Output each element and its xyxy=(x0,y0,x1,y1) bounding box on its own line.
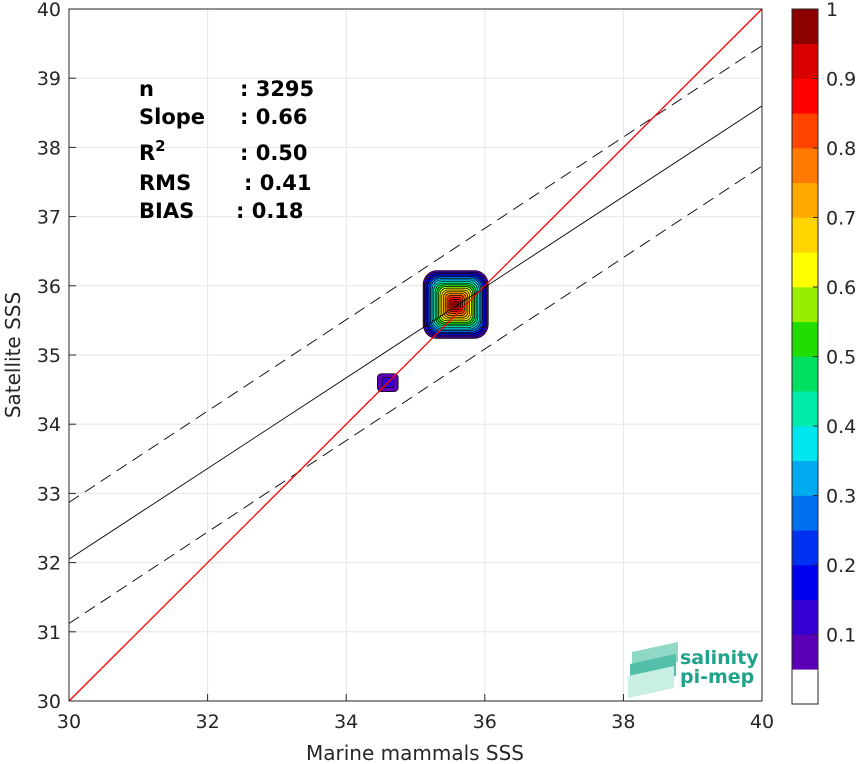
x-tick-label: 30 xyxy=(57,711,81,733)
grid-lines xyxy=(69,9,762,701)
colorbar-tick-label: 0.6 xyxy=(826,277,856,299)
stat-label: n xyxy=(139,77,154,101)
colorbar-segment xyxy=(792,148,818,184)
x-tick-label: 36 xyxy=(473,711,497,733)
x-tick-label: 34 xyxy=(334,711,358,733)
density-contours xyxy=(377,270,489,393)
colorbar-segment xyxy=(792,252,818,288)
y-tick-label: 30 xyxy=(37,691,61,713)
colorbar: 0.1 0.2 0.3 0.4 0.5 0.6 0.7 0.8 0.9 1 xyxy=(791,0,856,705)
colorbar-segment xyxy=(792,356,818,392)
colorbar-segment xyxy=(792,321,818,357)
y-axis-ticks: 30 31 32 33 34 35 36 37 38 39 40 xyxy=(37,0,76,713)
colorbar-segment xyxy=(792,669,818,705)
stat-label: BIAS xyxy=(139,199,194,223)
stat-superscript: 2 xyxy=(155,137,165,155)
colorbar-segment xyxy=(792,565,818,601)
y-tick-label: 36 xyxy=(37,276,61,298)
colorbar-segment xyxy=(792,217,818,253)
colorbar-tick-label: 0.1 xyxy=(826,625,856,647)
y-tick-label: 33 xyxy=(37,483,61,505)
y-tick-label: 31 xyxy=(37,622,61,644)
x-axis-label: Marine mammals SSS xyxy=(306,741,524,764)
stat-value: : 0.18 xyxy=(236,199,304,223)
colorbar-segment xyxy=(792,599,818,635)
y-tick-label: 40 xyxy=(37,0,61,21)
colorbar-tick-label: 1 xyxy=(826,0,838,21)
identity-line xyxy=(68,8,763,702)
y-tick-label: 37 xyxy=(37,207,61,229)
stat-value: : 0.41 xyxy=(244,171,312,195)
x-axis-ticks: 30 32 34 36 38 40 xyxy=(57,694,774,733)
stat-value: : 0.66 xyxy=(240,105,308,129)
colorbar-tick-label: 0.7 xyxy=(826,208,856,230)
colorbar-tick-label: 0.3 xyxy=(826,486,856,508)
fit-lower-bound-line xyxy=(68,165,763,624)
stat-label: R2 xyxy=(139,137,166,165)
colorbar-segment xyxy=(792,634,818,670)
stat-value: : 0.50 xyxy=(240,141,308,165)
regression-lines xyxy=(68,8,763,702)
stat-label: Slope xyxy=(139,105,205,129)
logo-line-1: salinity xyxy=(680,647,759,669)
colorbar-segment xyxy=(792,43,818,79)
y-tick-label: 35 xyxy=(37,345,61,367)
y-tick-label: 32 xyxy=(37,553,61,575)
colorbar-tick-label: 0.8 xyxy=(826,138,856,160)
fit-line xyxy=(68,105,763,560)
stat-value: : 3295 xyxy=(240,77,314,101)
colorbar-tick-label: 0.2 xyxy=(826,555,856,577)
colorbar-tick-label: 0.9 xyxy=(826,69,856,91)
colorbar-segment xyxy=(792,495,818,531)
y-tick-label: 34 xyxy=(37,414,61,436)
colorbar-segment xyxy=(792,9,818,45)
y-tick-label: 39 xyxy=(37,68,61,90)
colorbar-tick-label: 0.4 xyxy=(826,416,856,438)
y-tick-label: 38 xyxy=(37,137,61,159)
colorbar-segment xyxy=(792,530,818,566)
colorbar-segment xyxy=(792,287,818,323)
stat-label: RMS xyxy=(139,171,191,195)
x-tick-label: 38 xyxy=(611,711,635,733)
colorbar-segment xyxy=(792,460,818,496)
x-tick-label: 32 xyxy=(196,711,220,733)
colorbar-segment xyxy=(792,182,818,218)
fit-upper-bound-line xyxy=(68,45,763,503)
colorbar-tick-label: 0.5 xyxy=(826,347,856,369)
colorbar-segment xyxy=(792,113,818,149)
logo-line-2: pi-mep xyxy=(680,666,754,688)
x-tick-label: 40 xyxy=(750,711,774,733)
y-axis-label: Satellite SSS xyxy=(1,292,25,418)
colorbar-segment xyxy=(792,426,818,462)
logo-wave-front xyxy=(628,666,674,698)
colorbar-segment xyxy=(792,78,818,114)
colorbar-segment xyxy=(792,391,818,427)
stats-box: n : 3295 Slope : 0.66 R2 : 0.50 RMS : 0.41 BIAS:… xyxy=(139,77,314,223)
